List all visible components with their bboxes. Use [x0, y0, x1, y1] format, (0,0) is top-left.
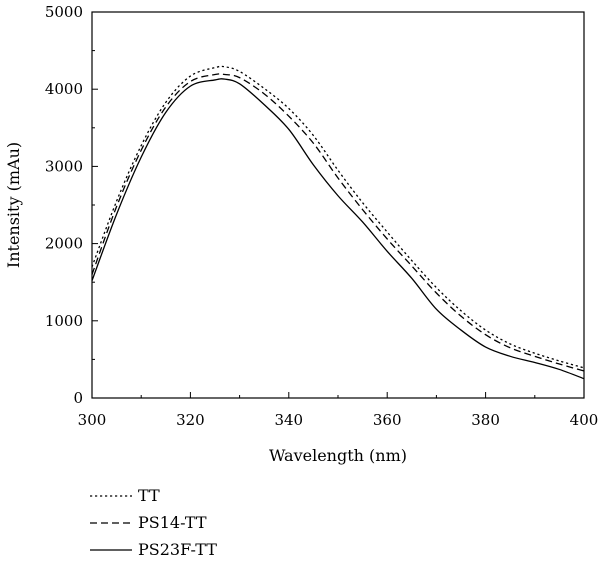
legend-label: TT — [138, 486, 160, 505]
series-line-ps14-tt — [91, 73, 585, 372]
x-axis-title: Wavelength (nm) — [269, 446, 407, 465]
legend-label: PS23F-TT — [138, 540, 217, 559]
y-axis-title: Intensity (mAu) — [4, 142, 23, 268]
legend-label: PS14-TT — [138, 513, 207, 532]
y-axis: 0 1000 2000 3000 4000 5000 — [45, 3, 98, 407]
y-tick-label: 3000 — [45, 157, 83, 175]
y-tick-label: 1000 — [45, 312, 83, 330]
x-tick-label: 380 — [471, 411, 500, 429]
y-tick-label: 5000 — [45, 3, 83, 21]
x-tick-label: 300 — [78, 411, 107, 429]
x-tick-label: 400 — [570, 411, 599, 429]
y-tick-label: 4000 — [45, 80, 83, 98]
x-axis: 300 320 340 360 380 400 — [78, 392, 599, 429]
x-tick-label: 320 — [176, 411, 205, 429]
series-line-ps23f-tt — [91, 78, 585, 380]
x-tick-label: 340 — [274, 411, 303, 429]
plot-frame — [91, 11, 585, 399]
series-lines — [91, 65, 585, 380]
y-tick-label: 2000 — [45, 235, 83, 253]
x-tick-label: 360 — [373, 411, 402, 429]
plot-area — [91, 11, 585, 399]
legend: TT PS14-TT PS23F-TT — [90, 486, 217, 559]
y-tick-label: 0 — [73, 389, 83, 407]
series-line-tt — [91, 65, 585, 369]
